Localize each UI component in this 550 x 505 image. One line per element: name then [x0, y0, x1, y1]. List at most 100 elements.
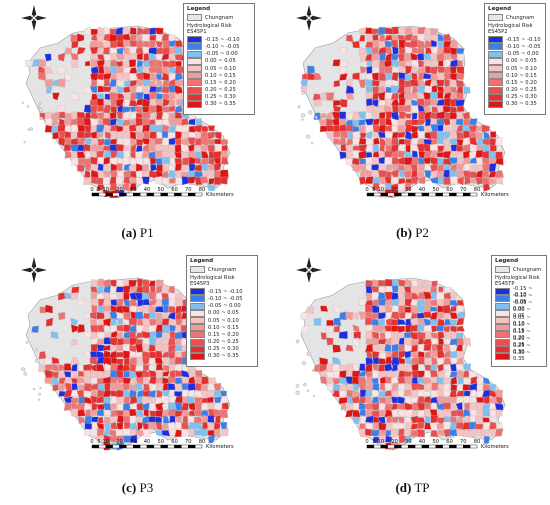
legend-swatch — [187, 100, 202, 108]
subbasin — [90, 311, 97, 320]
legend-class-row: 0.10 ~ 0.15 — [488, 72, 542, 80]
legend-swatch — [495, 345, 510, 353]
subbasin — [142, 377, 150, 386]
subbasin — [443, 286, 452, 293]
subbasin — [410, 389, 419, 398]
subbasin — [418, 176, 426, 185]
subbasin — [403, 170, 413, 178]
legend-class-row: 0.15 ~ 0.20 — [190, 331, 254, 339]
subbasin — [360, 66, 367, 74]
scale-tick-label: 40 — [419, 439, 426, 445]
scale-unit: Kilometers — [481, 192, 509, 198]
legend-classes: -0.15 ~ -0.10 -0.10 ~ -0.05 -0.05 ~ 0.00 0.… — [488, 36, 542, 108]
subbasin — [438, 60, 444, 67]
subbasin — [103, 156, 111, 165]
subbasin — [345, 158, 354, 166]
subbasin — [442, 33, 452, 42]
subbasin — [319, 376, 328, 385]
subbasin — [44, 357, 52, 365]
island — [301, 91, 305, 95]
subbasin — [115, 278, 124, 287]
subbasin — [136, 402, 144, 411]
subbasin — [174, 410, 184, 418]
subbasin — [90, 137, 98, 146]
subbasin — [207, 184, 216, 192]
subbasin — [449, 106, 458, 113]
legend-swatch — [495, 309, 510, 317]
subbasin — [326, 319, 335, 327]
subbasin — [122, 39, 131, 47]
legend-class-row: -0.05 ~ 0.00 — [190, 302, 254, 310]
subbasin — [154, 369, 163, 378]
legend-class-label: 0.00 ~ 0.05 — [208, 310, 239, 317]
subbasin — [351, 111, 361, 120]
scale-tick-label: 50 — [157, 439, 164, 445]
subbasin — [313, 112, 322, 120]
subbasin — [391, 125, 399, 133]
subbasin — [200, 176, 209, 184]
subbasin — [403, 113, 413, 119]
subbasin — [338, 330, 348, 339]
subbasin — [97, 163, 104, 172]
island — [35, 348, 38, 352]
subbasin — [103, 403, 112, 411]
subbasin — [221, 428, 229, 437]
legend-class-row: 0.20 ~ 0.25 — [190, 338, 254, 346]
subbasin — [90, 59, 99, 68]
subbasin — [129, 345, 138, 353]
subbasin — [57, 52, 66, 62]
subbasin — [442, 331, 451, 339]
subbasin — [300, 325, 309, 333]
legend-class-label: 0.15 ~ 0.20 — [208, 331, 239, 338]
island — [38, 102, 42, 106]
subbasin — [377, 338, 387, 345]
subbasin — [180, 143, 189, 152]
subbasin — [116, 86, 125, 95]
legend-swatch — [187, 50, 202, 58]
legend-swatch — [187, 65, 202, 73]
subbasin — [110, 435, 118, 443]
subbasin — [110, 118, 117, 126]
subbasin — [430, 430, 439, 438]
subbasin — [142, 428, 151, 437]
subbasin — [136, 356, 145, 365]
subbasin — [377, 169, 387, 178]
subbasin — [404, 428, 412, 436]
legend-class-row: -0.15 ~ -0.10 — [187, 36, 251, 44]
legend-class-label: -0.05 ~ 0.00 — [208, 303, 241, 310]
subbasin — [398, 72, 406, 81]
subbasin — [168, 105, 176, 112]
subbasin — [219, 176, 228, 185]
caption: (d) TP — [275, 480, 550, 496]
subbasin — [161, 53, 170, 61]
subbasin — [214, 428, 221, 438]
subbasin — [130, 91, 137, 101]
subbasin — [326, 118, 334, 127]
subbasin — [418, 356, 425, 366]
subbasin — [378, 312, 387, 320]
subbasin — [96, 292, 105, 300]
subbasin — [129, 80, 138, 87]
subbasin — [123, 370, 131, 378]
subbasin — [358, 298, 366, 306]
subbasin — [425, 357, 431, 366]
subbasin — [128, 124, 137, 132]
subbasin — [161, 137, 169, 146]
subbasin — [449, 39, 459, 48]
subbasin — [489, 409, 498, 418]
subbasin — [494, 402, 504, 411]
legend-class-row: -0.15 ~ -0.10 — [488, 36, 542, 44]
subbasin — [104, 131, 112, 140]
subbasin — [187, 415, 195, 424]
subbasin — [83, 85, 92, 94]
subbasin — [397, 27, 406, 35]
subbasin — [416, 422, 425, 430]
subbasin — [450, 376, 458, 385]
subbasin — [122, 343, 131, 352]
scale-tick-label: 60 — [446, 439, 453, 445]
subbasin — [84, 60, 91, 67]
subbasin — [495, 170, 504, 179]
subbasin — [398, 337, 405, 345]
